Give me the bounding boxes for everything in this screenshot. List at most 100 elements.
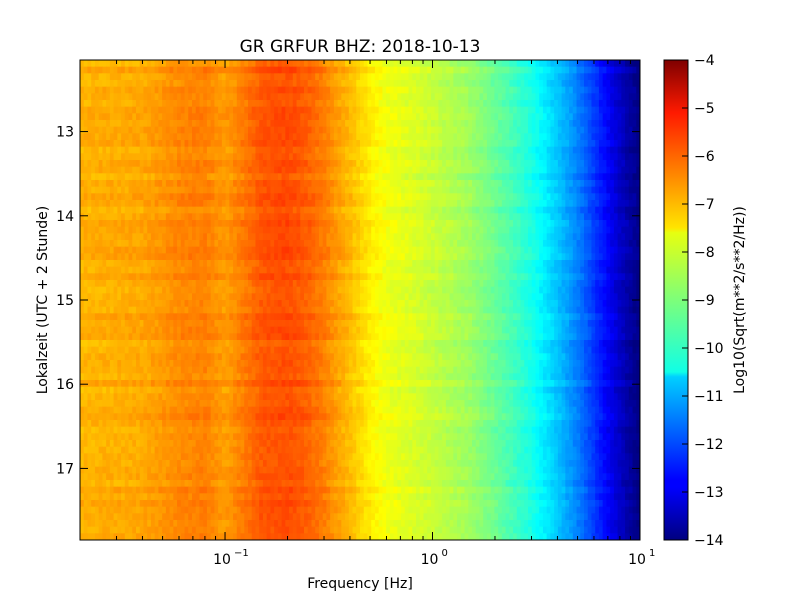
heatmap-cell [539, 200, 544, 208]
heatmap-cell [225, 253, 230, 261]
heatmap-cell [565, 100, 570, 108]
heatmap-cell [150, 180, 156, 188]
heatmap-cell [91, 73, 96, 81]
heatmap-cell [617, 66, 622, 74]
heatmap-cell [565, 113, 570, 121]
heatmap-cell [464, 266, 469, 274]
heatmap-cell [136, 193, 141, 201]
heatmap-cell [598, 226, 604, 234]
heatmap-cell [486, 173, 492, 181]
heatmap-cell [289, 213, 294, 221]
heatmap-cell [580, 106, 585, 114]
heatmap-cell [262, 173, 268, 181]
heatmap-cell [289, 93, 294, 101]
heatmap-cell [165, 240, 171, 248]
heatmap-cell [621, 133, 626, 141]
heatmap-cell [572, 66, 578, 74]
heatmap-cells [80, 60, 640, 540]
heatmap-cell [595, 80, 600, 88]
heatmap-cell [401, 153, 406, 161]
heatmap-cell [259, 60, 264, 68]
heatmap-cell [240, 120, 245, 128]
heatmap-cell [91, 126, 96, 134]
heatmap-cell [475, 66, 481, 74]
heatmap-cell [80, 120, 85, 128]
heatmap-cell [169, 200, 174, 208]
heatmap-cell [565, 66, 570, 74]
heatmap-cell [513, 106, 518, 114]
heatmap-cell [162, 193, 167, 201]
heatmap-cell [584, 113, 589, 121]
heatmap-cell [464, 100, 469, 108]
heatmap-cell [389, 206, 395, 214]
heatmap-cell [419, 93, 425, 101]
heatmap-cell [180, 273, 186, 281]
heatmap-cell [632, 206, 637, 214]
heatmap-cell [277, 253, 283, 261]
heatmap-cell [270, 206, 275, 214]
heatmap-cell [554, 126, 559, 134]
heatmap-cell [337, 240, 342, 248]
heatmap-cell [397, 140, 402, 148]
heatmap-cell [408, 206, 413, 214]
heatmap-cell [602, 246, 607, 254]
heatmap-cell [610, 140, 615, 148]
heatmap-cell [307, 66, 313, 74]
heatmap-cell [281, 60, 286, 68]
heatmap-cell [315, 180, 320, 188]
heatmap-cell [419, 246, 425, 254]
heatmap-cell [449, 146, 454, 154]
heatmap-cell [341, 200, 346, 208]
heatmap-cell [285, 153, 290, 161]
heatmap-cell [296, 106, 301, 114]
heatmap-cell [184, 213, 189, 221]
heatmap-cell [117, 266, 122, 274]
heatmap-cell [412, 160, 417, 168]
heatmap-cell [397, 213, 402, 221]
heatmap-cell [576, 273, 581, 281]
heatmap-cell [124, 160, 130, 168]
heatmap-cell [561, 126, 566, 134]
heatmap-cell [386, 233, 391, 241]
heatmap-cell [195, 266, 201, 274]
heatmap-cell [91, 146, 96, 154]
heatmap-cell [244, 240, 249, 248]
heatmap-cell [87, 100, 92, 108]
heatmap-cell [479, 253, 484, 261]
heatmap-cell [382, 133, 387, 141]
heatmap-cell [531, 220, 537, 228]
heatmap-cell [147, 73, 152, 81]
heatmap-cell [587, 260, 593, 268]
heatmap-cell [386, 106, 391, 114]
heatmap-cell [408, 220, 413, 228]
heatmap-cell [445, 126, 451, 134]
heatmap-cell [296, 120, 301, 128]
heatmap-cell [318, 260, 324, 268]
heatmap-cell [472, 180, 477, 188]
heatmap-cell [121, 153, 126, 161]
heatmap-cell [457, 253, 462, 261]
heatmap-cell [423, 60, 428, 68]
heatmap-cell [378, 100, 383, 108]
heatmap-cell [401, 173, 406, 181]
heatmap-cell [345, 253, 350, 261]
heatmap-cell [128, 86, 133, 94]
heatmap-cell [229, 86, 234, 94]
heatmap-cell [602, 106, 607, 114]
heatmap-cell [94, 93, 100, 101]
heatmap-cell [154, 186, 159, 194]
heatmap-cell [214, 126, 219, 134]
heatmap-cell [158, 126, 163, 134]
heatmap-cell [236, 240, 242, 248]
heatmap-cell [124, 140, 130, 148]
heatmap-cell [162, 93, 167, 101]
heatmap-cell [244, 180, 249, 188]
heatmap-cell [270, 60, 275, 68]
heatmap-cell [453, 160, 458, 168]
heatmap-cell [221, 260, 227, 268]
heatmap-cell [233, 180, 238, 188]
heatmap-cell [165, 233, 171, 241]
heatmap-cell [472, 146, 477, 154]
heatmap-cell [244, 86, 249, 94]
heatmap-cell [98, 73, 103, 81]
